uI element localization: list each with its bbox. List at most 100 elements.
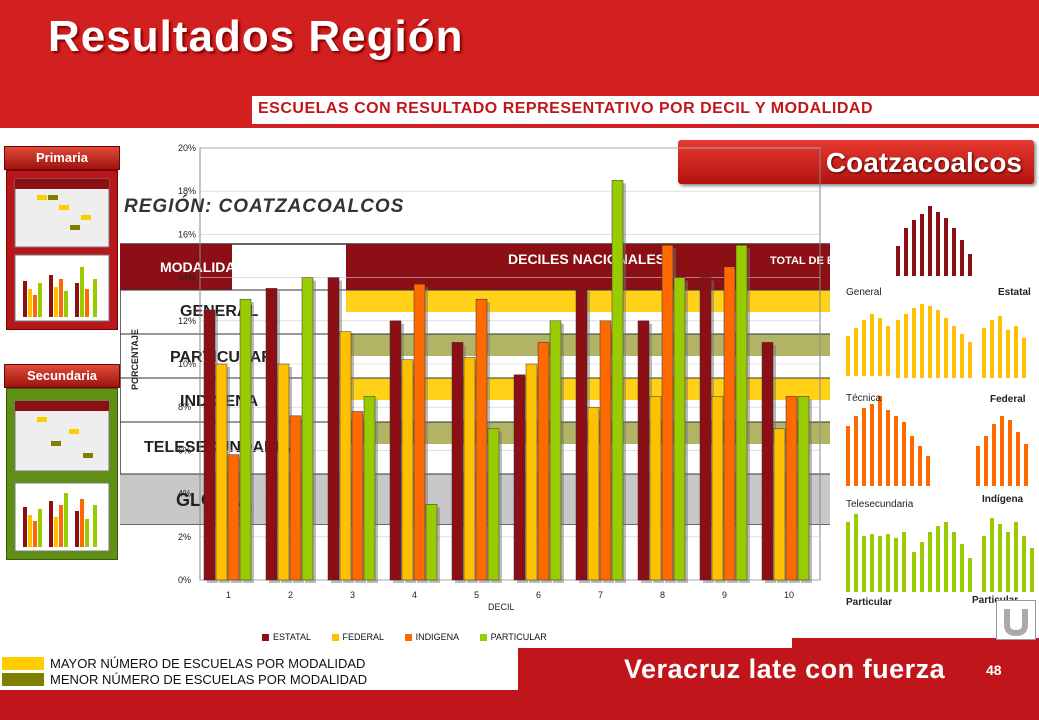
table-col-total: TOTAL DE ESCUELAS (770, 255, 830, 267)
mini-bar (960, 334, 964, 378)
mini-bar (894, 416, 898, 486)
mini-label-estatal: Estatal (998, 287, 1031, 298)
y-tick-label: 4% (178, 489, 191, 499)
bar-estatal-7 (575, 288, 588, 581)
bar-federal-4 (401, 359, 414, 581)
mini-bar (912, 220, 916, 276)
bar-estatal-2 (265, 288, 278, 581)
table-col-deciles: DECILES NACIONALES (508, 251, 665, 267)
bar-indigena-7 (599, 320, 612, 581)
footer-accent (792, 638, 1039, 650)
chart-bars (203, 180, 812, 583)
bar-estatal-6 (513, 374, 526, 581)
bar-federal-5 (463, 357, 476, 581)
x-tick-label: 5 (474, 590, 479, 600)
mini-bar (960, 544, 964, 592)
x-axis-label: DECIL (488, 602, 515, 612)
primaria-thumbnail-icon (14, 178, 110, 322)
mini-bar (928, 306, 932, 378)
x-tick-labels: 1 2 3 4 5 6 7 8 9 10 (226, 590, 794, 600)
mini-bar (936, 212, 940, 276)
bar-indigena-10 (785, 396, 798, 581)
mini-bar (862, 536, 866, 592)
y-tick-label: 20% (178, 143, 196, 153)
back-button[interactable] (996, 600, 1036, 640)
secundaria-thumbnail-link[interactable] (6, 388, 118, 560)
mini-bar (998, 316, 1002, 378)
bar-particular-8 (673, 277, 686, 581)
mini-bar (904, 228, 908, 276)
bar-federal-8 (649, 396, 662, 581)
mini-bar (862, 408, 866, 486)
mini-bar (1016, 432, 1020, 486)
mini-bar (912, 552, 916, 592)
mini-label-particular-right: Particular (972, 595, 1018, 606)
y-tick-label: 12% (178, 316, 196, 326)
mini-bar (886, 410, 890, 486)
mini-bar (1006, 532, 1010, 592)
mini-bar (878, 396, 882, 486)
mini-label-telesecundaria: Telesecundaria (846, 499, 914, 510)
bar-particular-6 (549, 320, 562, 581)
mini-bar (1014, 522, 1018, 592)
mini-bar (982, 328, 986, 378)
mini-chart-bars (846, 206, 1034, 592)
bar-estatal-5 (451, 342, 464, 581)
mini-bar (896, 246, 900, 276)
mini-bar (968, 254, 972, 276)
mini-bar (944, 318, 948, 378)
bar-particular-1 (239, 298, 252, 581)
mini-bar (854, 328, 858, 376)
bar-particular-3 (363, 396, 376, 581)
primaria-thumbnail-link[interactable] (6, 170, 118, 330)
tab-primaria[interactable]: Primaria (4, 146, 120, 170)
bar-estatal-1 (203, 309, 216, 581)
legend-text-menor: MENOR NÚMERO DE ESCUELAS POR MODALIDAD (50, 672, 368, 687)
y-tick-label: 2% (178, 532, 191, 542)
x-tick-label: 10 (784, 590, 794, 600)
mini-bar (976, 446, 980, 486)
y-axis-label: PORCENTAJE (130, 329, 140, 390)
mini-bar (1006, 330, 1010, 378)
footer-band (518, 648, 1039, 690)
legend-item-estatal: ESTATAL (262, 632, 311, 642)
bar-indigena-2 (289, 415, 302, 581)
legend-swatch-mayor (2, 657, 44, 670)
tab-secundaria[interactable]: Secundaria (4, 364, 120, 388)
mini-bar (886, 534, 890, 592)
bar-federal-10 (773, 428, 786, 581)
mini-label-tecnica: Técnica (846, 393, 882, 404)
decile-bar-chart: MODALIDAD DECILES NACIONALES TOTAL DE ES… (119, 143, 887, 612)
mini-bar (982, 536, 986, 592)
table-col-modalidad: MODALIDAD (160, 259, 246, 275)
mini-bar (952, 228, 956, 276)
mini-bar (910, 436, 914, 486)
bar-particular-4 (425, 504, 438, 581)
bar-estatal-4 (389, 320, 402, 581)
chart-area: MODALIDAD DECILES NACIONALES TOTAL DE ES… (119, 140, 887, 660)
mini-bar (846, 426, 850, 486)
bar-federal-1 (215, 363, 228, 581)
y-tick-label: 8% (178, 402, 191, 412)
page-subtitle: ESCUELAS CON RESULTADO REPRESENTATIVO PO… (258, 100, 874, 117)
u-turn-icon (1004, 609, 1028, 637)
mini-bar (854, 514, 858, 592)
mini-bar (904, 314, 908, 378)
mini-bar (984, 436, 988, 486)
mini-bar (952, 532, 956, 592)
mini-bar (928, 206, 932, 276)
mini-bar (944, 522, 948, 592)
secundaria-thumbnail-icon (14, 400, 110, 552)
y-tick-label: 6% (178, 445, 191, 455)
bar-indigena-3 (351, 411, 364, 581)
mini-bar (1024, 444, 1028, 486)
page-number: 48 (986, 662, 1002, 678)
mini-label-indigena: Indígena (982, 494, 1024, 505)
mini-bar (1022, 338, 1026, 378)
y-tick-label: 0% (178, 575, 191, 585)
footer-bar (0, 690, 1039, 720)
bar-indigena-9 (723, 266, 736, 581)
x-tick-label: 4 (412, 590, 417, 600)
legend-item-particular: PARTICULAR (479, 632, 547, 642)
bar-particular-9 (735, 244, 748, 581)
